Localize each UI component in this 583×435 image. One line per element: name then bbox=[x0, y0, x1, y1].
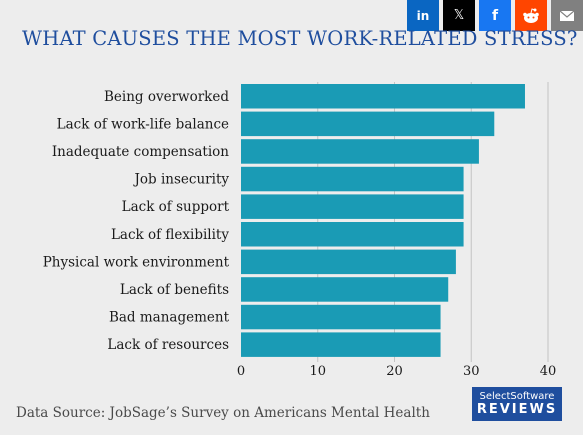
facebook-icon: f bbox=[491, 7, 499, 24]
share-bar: in 𝕏 f bbox=[403, 0, 583, 31]
linkedin-share-button[interactable]: in bbox=[407, 0, 439, 31]
x-axis-ticks: 0 10 20 30 40 bbox=[237, 364, 556, 379]
email-icon bbox=[560, 10, 574, 21]
data-source-note: Data Source: JobSage’s Survey on America… bbox=[16, 405, 430, 421]
category-label: Lack of work-life balance bbox=[57, 116, 229, 132]
bar[interactable] bbox=[241, 166, 464, 192]
category-label: Lack of support bbox=[122, 199, 230, 215]
x-tick-label: 30 bbox=[463, 364, 480, 379]
brand-bottom-text: REVIEWS bbox=[476, 402, 558, 417]
x-tick-label: 20 bbox=[386, 364, 403, 379]
brand-top-text: SelectSoftware bbox=[479, 391, 555, 402]
x-tick-label: 0 bbox=[237, 364, 245, 379]
bar[interactable] bbox=[241, 277, 449, 302]
x-tick-label: 40 bbox=[540, 364, 557, 379]
bar[interactable] bbox=[241, 139, 479, 164]
facebook-share-button[interactable]: f bbox=[479, 0, 511, 31]
category-labels: Being overworked Lack of work-life balanc… bbox=[43, 89, 230, 353]
bar[interactable] bbox=[241, 111, 495, 137]
category-label: Inadequate compensation bbox=[52, 144, 229, 160]
linkedin-icon: in bbox=[416, 8, 430, 23]
x-tick-label: 10 bbox=[309, 364, 326, 379]
reddit-icon bbox=[523, 7, 539, 23]
reddit-share-button[interactable] bbox=[515, 0, 547, 31]
bars bbox=[241, 84, 525, 357]
category-label: Physical work environment bbox=[43, 254, 230, 270]
x-twitter-icon: 𝕏 bbox=[453, 8, 465, 23]
category-label: Lack of benefits bbox=[120, 282, 229, 298]
category-label: Being overworked bbox=[104, 89, 229, 105]
bar[interactable] bbox=[241, 304, 441, 330]
chart-title: WHAT CAUSES THE MOST WORK-RELATED STRESS… bbox=[22, 27, 578, 50]
category-label: Bad management bbox=[109, 310, 230, 326]
category-label: Lack of flexibility bbox=[111, 227, 229, 243]
bar[interactable] bbox=[241, 332, 441, 357]
bar[interactable] bbox=[241, 194, 464, 219]
category-label: Job insecurity bbox=[133, 172, 230, 188]
x-share-button[interactable]: 𝕏 bbox=[443, 0, 475, 31]
bar[interactable] bbox=[241, 84, 525, 109]
selectsoftware-reviews-logo[interactable]: SelectSoftware REVIEWS bbox=[472, 387, 562, 421]
email-share-button[interactable] bbox=[551, 0, 583, 31]
bar[interactable] bbox=[241, 249, 456, 275]
bar[interactable] bbox=[241, 222, 464, 247]
category-label: Lack of resources bbox=[107, 337, 229, 353]
